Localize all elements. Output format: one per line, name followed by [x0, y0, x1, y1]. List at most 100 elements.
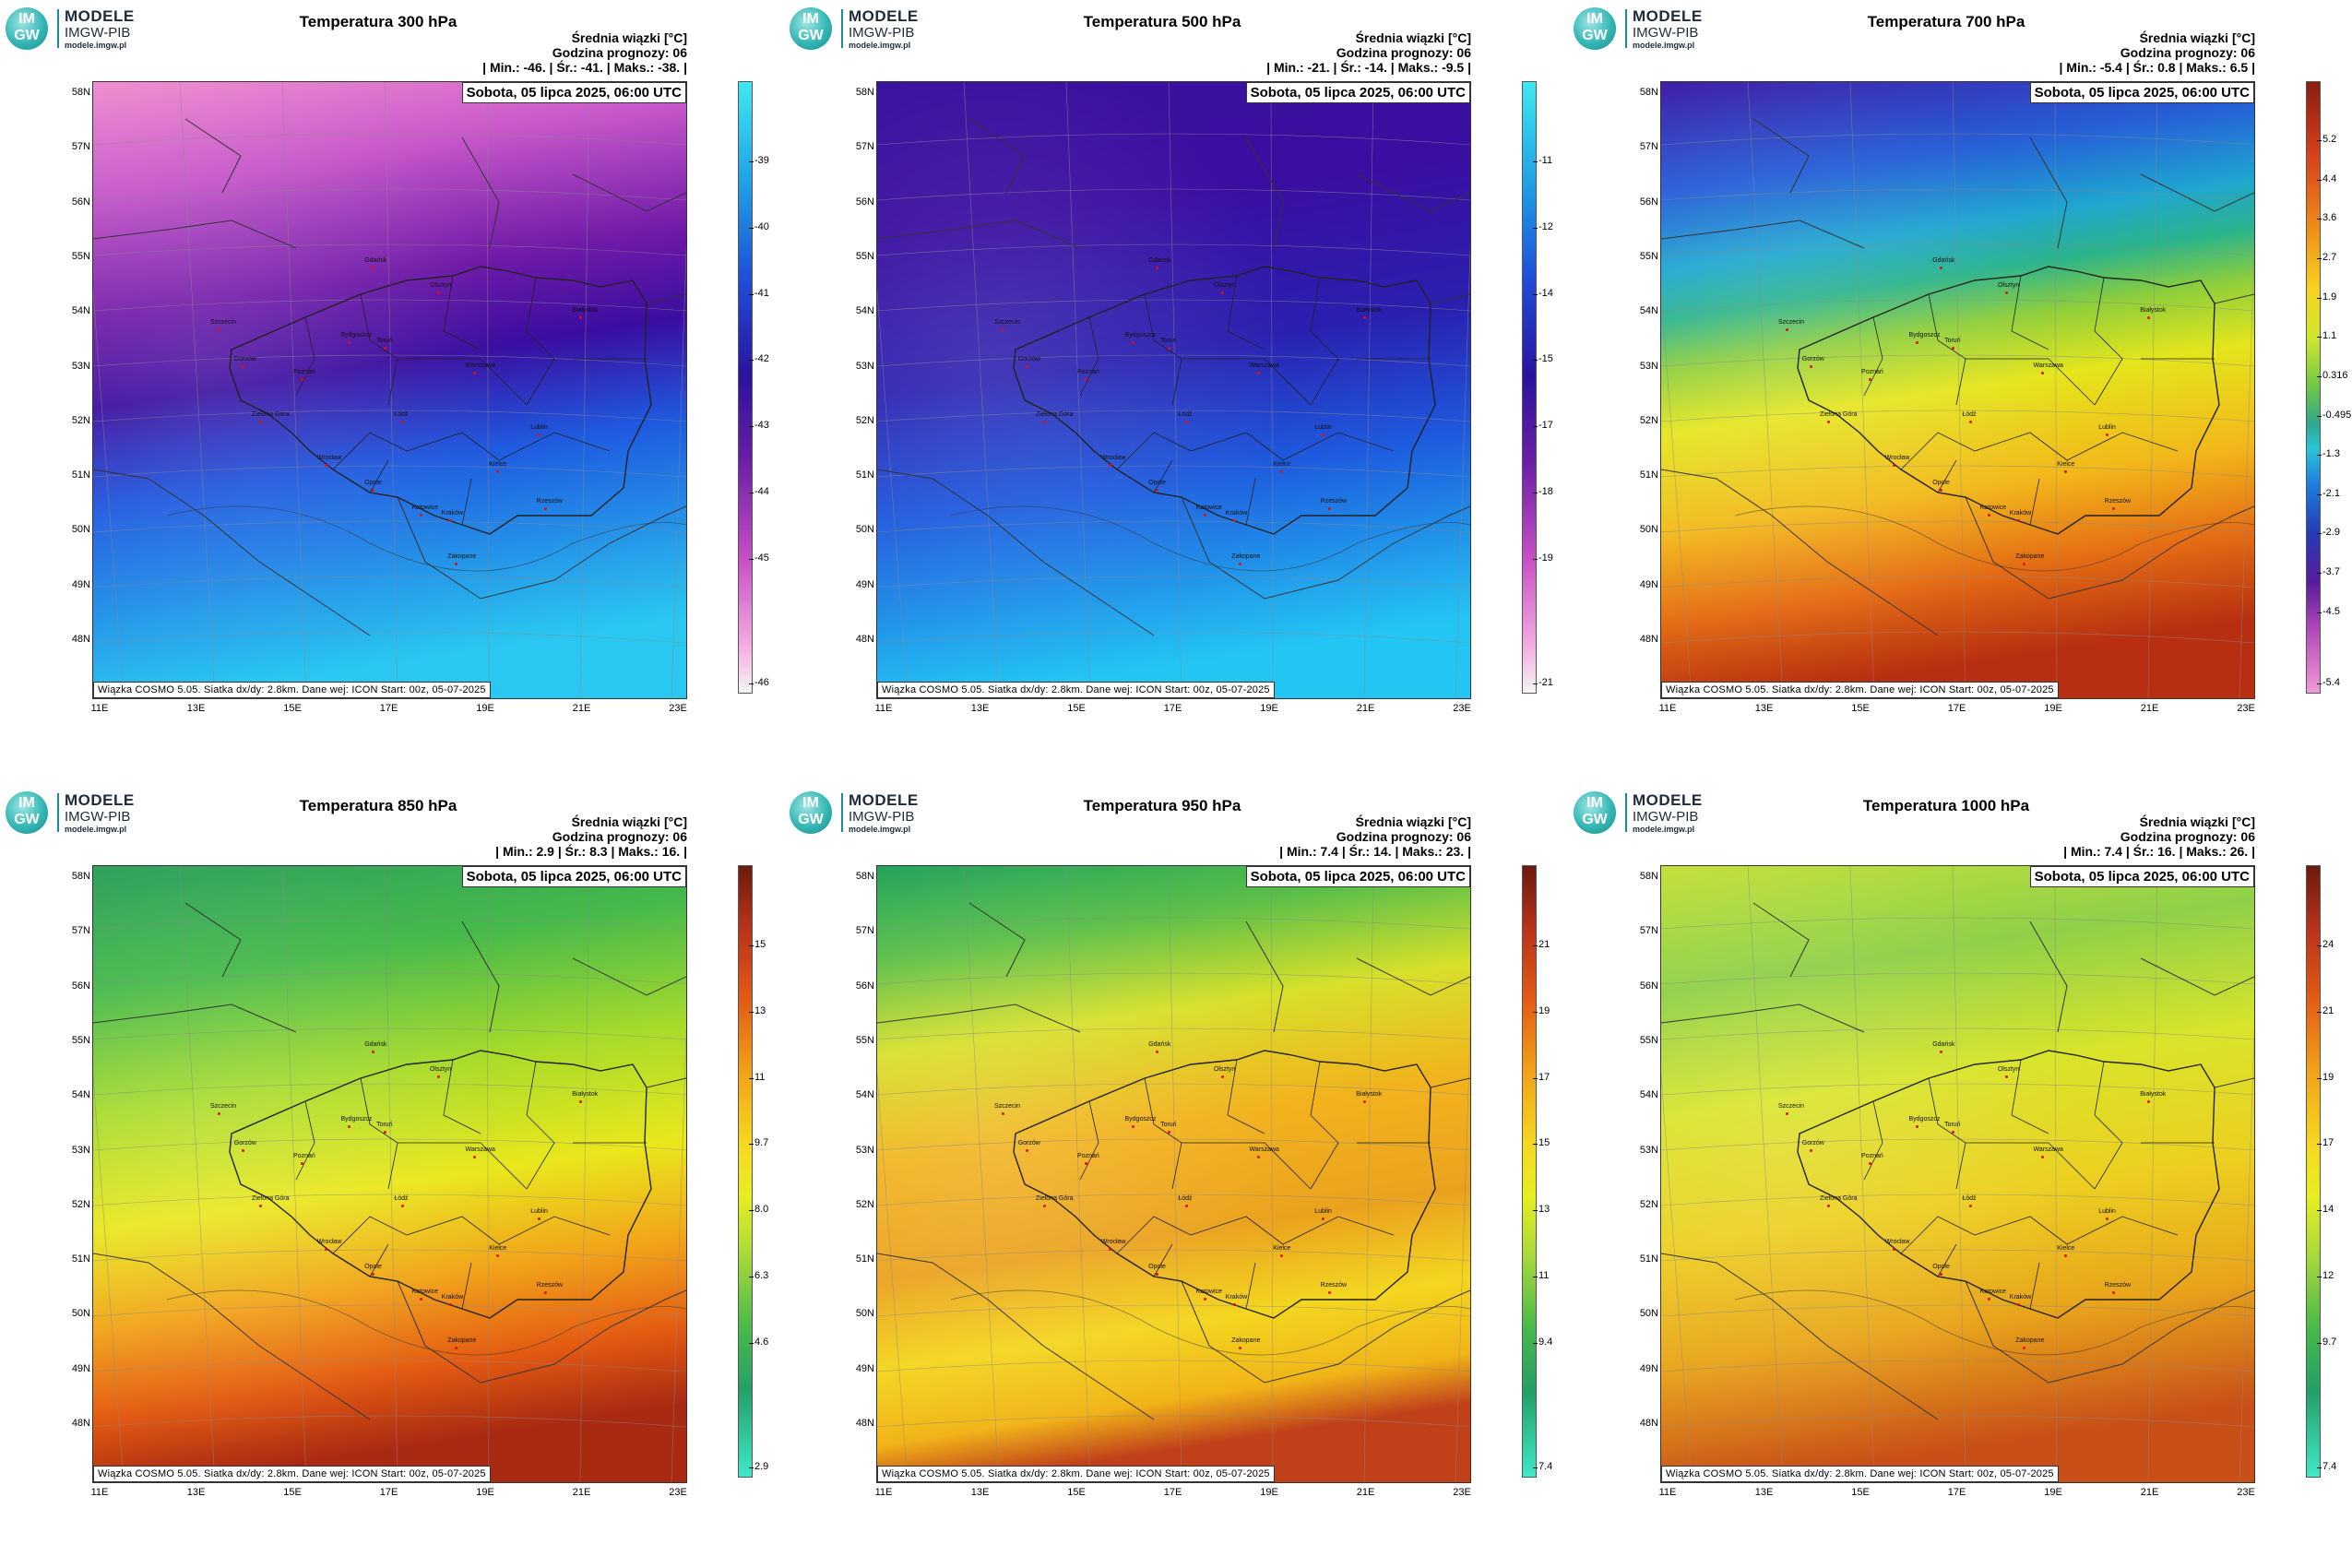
latitude-tick: 49N	[71, 1362, 90, 1374]
city-label: Bydgoszcz	[1908, 331, 1941, 339]
colorbar-tick: -12	[1533, 220, 1553, 232]
city-marker	[348, 1124, 351, 1128]
longitude-tick: 21E	[2140, 1487, 2159, 1498]
latitude-tick: 48N	[71, 634, 90, 645]
city-marker	[1892, 464, 1895, 468]
city-marker	[2016, 1303, 2020, 1307]
stats-line: | Min.: 2.9 | Śr.: 8.3 | Maks.: 16. |	[495, 844, 687, 859]
city-label: Opole	[1148, 1263, 1166, 1270]
city-marker	[1256, 371, 1260, 374]
panel-title: Temperatura 700 hPa	[1867, 13, 2025, 30]
city-marker	[372, 1051, 375, 1054]
forecast-panel: IM GW MODELE IMGW-PIB modele.imgw.pl Temperat…	[1568, 0, 2352, 784]
city-marker	[2040, 1155, 2044, 1158]
city-marker	[1280, 469, 1284, 473]
longitude-tick: 13E	[1754, 1487, 1774, 1498]
colorbar-tick: 24	[2316, 939, 2334, 950]
colorbar-tick: -17	[1533, 420, 1553, 431]
latitude-axis: 58N 57N 56N 55N 54N 53N 52N 51N 50N 49N 48N	[1614, 81, 1658, 697]
latitude-tick: 57N	[855, 141, 874, 153]
city-marker	[1256, 1155, 1260, 1158]
city-label: Lublin	[1314, 423, 1332, 431]
map-canvas	[877, 866, 1470, 1482]
city-label: Zakopane	[1231, 1337, 1261, 1345]
city-label: Olsztyn	[1213, 282, 1236, 290]
city-marker	[1043, 421, 1047, 424]
city-label: Rzeszów	[536, 497, 564, 505]
city-label: Wrocław	[1884, 455, 1910, 462]
logo-url: modele.imgw.pl	[65, 825, 127, 834]
longitude-axis: 11E 13E 15E 17E 19E 21E 23E	[1659, 1487, 2255, 1502]
longitude-tick: 11E	[874, 1487, 893, 1498]
latitude-tick: 50N	[1639, 524, 1658, 536]
longitude-tick: 11E	[874, 703, 893, 714]
logo-url: modele.imgw.pl	[65, 41, 127, 50]
colorbar-tick: 9.7	[2316, 1336, 2337, 1348]
city-marker	[2064, 469, 2068, 473]
city-label: Lublin	[2098, 423, 2116, 431]
longitude-tick: 19E	[476, 703, 494, 714]
city-marker	[1156, 1272, 1159, 1276]
latitude-tick: 55N	[1639, 1034, 1658, 1046]
city-marker	[2111, 1290, 2115, 1294]
colorbar-tick: 17	[2316, 1137, 2334, 1149]
colorbar-tick: -21	[1533, 677, 1553, 688]
city-marker	[1085, 1161, 1088, 1165]
colorbar-tick: 17	[1532, 1071, 1550, 1083]
city-label: Poznań	[1861, 1152, 1883, 1159]
city-label: Kraków	[1225, 1294, 1248, 1301]
city-marker	[1322, 1217, 1325, 1220]
colorbar-labels: 24 21 19 17 14 12 9.7 7.4	[2316, 865, 2352, 1476]
city-marker	[384, 347, 387, 350]
colorbar-tick: 9.4	[1532, 1336, 1553, 1348]
stats-line: | Min.: -5.4 | Śr.: 0.8 | Maks.: 6.5 |	[2059, 60, 2255, 75]
forecast-hour: Godzina prognozy: 06	[1336, 829, 1471, 844]
city-label: Zakopane	[1231, 553, 1261, 561]
city-marker	[218, 1112, 221, 1116]
stats-line: | Min.: -46. | Śr.: -41. | Maks.: -38. |	[482, 60, 687, 75]
latitude-tick: 51N	[855, 469, 874, 481]
city-marker	[2004, 1075, 2008, 1079]
city-marker	[1002, 1112, 1005, 1116]
latitude-tick: 52N	[1639, 1198, 1658, 1210]
latitude-tick: 54N	[1639, 1089, 1658, 1101]
temperature-map: Gdańsk Olsztyn Białystok Szczecin Bydgoszcz T…	[92, 81, 687, 699]
longitude-tick: 17E	[1947, 1487, 1966, 1498]
colorbar-tick: -3.7	[2317, 566, 2340, 578]
latitude-tick: 57N	[1639, 925, 1658, 937]
valid-time-label: Sobota, 05 lipca 2025, 06:00 UTC	[1245, 82, 1470, 103]
city-label: Katowice	[1979, 1288, 2007, 1295]
city-marker	[2064, 1253, 2068, 1257]
city-label: Katowice	[1979, 504, 2007, 511]
latitude-tick: 53N	[855, 360, 874, 372]
city-marker	[2106, 433, 2109, 436]
city-label: Lublin	[530, 1207, 548, 1215]
colorbar-tick: 7.4	[2316, 1461, 2337, 1472]
city-label: Wrocław	[1884, 1239, 1910, 1246]
latitude-tick: 56N	[1639, 196, 1658, 208]
city-label: Wrocław	[1100, 455, 1126, 462]
city-label: Łódź	[394, 411, 409, 419]
city-marker	[401, 421, 405, 424]
city-marker	[496, 469, 500, 473]
imgw-emblem: IM GW	[1574, 7, 1616, 50]
latitude-tick: 58N	[855, 87, 874, 98]
city-label: Łódź	[1178, 411, 1193, 419]
colorbar-labels: 5.2 4.4 3.6 2.7 1.9 1.1 0.316 -0.495 -1.3 -2.1 -2.…	[2316, 81, 2352, 692]
city-label: Białystok	[1356, 306, 1383, 314]
logo-subtitle: IMGW-PIB	[849, 25, 915, 41]
latitude-tick: 53N	[71, 1144, 90, 1156]
latitude-tick: 49N	[1639, 1362, 1658, 1374]
city-label: Toruń	[1160, 338, 1177, 345]
logo-title: MODELE	[849, 7, 919, 25]
city-marker	[1916, 340, 1919, 344]
latitude-tick: 50N	[855, 524, 874, 536]
city-label: Opole	[364, 1263, 382, 1270]
colorbar	[2306, 865, 2321, 1478]
forecast-panel: IM GW MODELE IMGW-PIB modele.imgw.pl Temperat…	[0, 0, 784, 784]
city-label: Zielona Góra	[1820, 411, 1858, 419]
city-label: Opole	[1148, 479, 1166, 486]
city-marker	[1156, 488, 1159, 492]
longitude-tick: 15E	[1067, 1487, 1086, 1498]
longitude-tick: 11E	[90, 1487, 109, 1498]
